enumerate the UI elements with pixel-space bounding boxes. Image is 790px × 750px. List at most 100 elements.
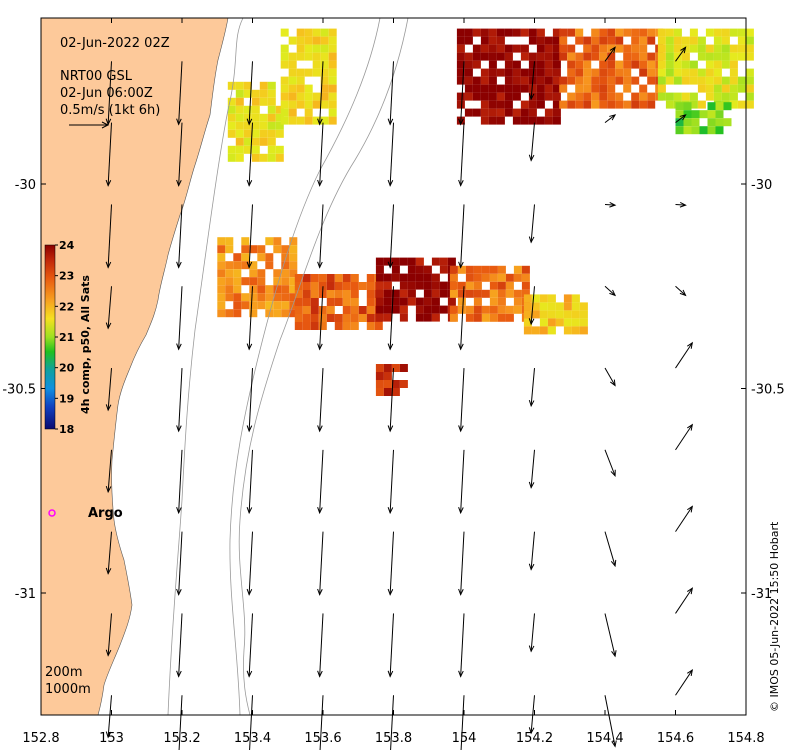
sst-cell xyxy=(504,60,513,69)
sst-cell xyxy=(729,84,738,93)
sst-cell xyxy=(318,282,327,290)
sst-cell xyxy=(591,36,600,45)
sst-cell xyxy=(243,121,252,130)
current-vector xyxy=(246,613,253,678)
sst-cell xyxy=(456,36,465,45)
sst-cell xyxy=(713,52,722,61)
sst-cell xyxy=(366,306,375,314)
sst-cell xyxy=(320,60,329,69)
sst-cell xyxy=(249,261,258,270)
sst-cell xyxy=(599,52,608,61)
sst-cell xyxy=(599,76,608,85)
sst-cell xyxy=(657,52,666,61)
sst-cell xyxy=(489,265,498,274)
sst-cell xyxy=(555,302,564,311)
sst-cell xyxy=(391,380,400,388)
sst-cell xyxy=(241,277,250,286)
sst-cell xyxy=(544,36,553,45)
sst-cell xyxy=(259,137,268,146)
sst-cell xyxy=(273,301,282,310)
current-vector xyxy=(390,695,394,750)
sst-cell xyxy=(707,118,716,127)
sst-cell xyxy=(599,68,608,77)
sst-cell xyxy=(505,273,514,282)
sst-cell xyxy=(689,92,698,101)
sst-cell xyxy=(328,84,337,93)
sst-cell xyxy=(241,253,250,262)
sst-cell xyxy=(571,294,580,303)
sst-cell xyxy=(267,153,276,162)
sst-cell xyxy=(439,305,448,314)
sst-cell xyxy=(472,76,481,85)
sst-cell xyxy=(504,84,513,93)
sst-cell xyxy=(431,281,440,290)
sst-cell xyxy=(302,282,311,290)
sst-cell xyxy=(275,153,284,162)
sst-cell xyxy=(280,116,289,125)
sst-cell xyxy=(235,121,244,130)
sst-cell xyxy=(615,44,624,53)
sst-cell xyxy=(683,126,692,135)
sst-cell xyxy=(312,116,321,125)
sst-cell xyxy=(275,121,284,130)
current-vector xyxy=(105,368,112,412)
sst-cell xyxy=(288,52,297,61)
sst-cell xyxy=(472,52,481,61)
sst-cell xyxy=(267,121,276,130)
sst-cell xyxy=(481,289,490,298)
sst-cell xyxy=(280,44,289,53)
current-vector xyxy=(387,61,394,126)
sst-cell xyxy=(497,265,506,274)
sst-cell xyxy=(657,36,666,45)
sst-cell xyxy=(289,277,298,286)
sst-cell xyxy=(464,28,473,37)
current-vector xyxy=(249,695,253,750)
current-vector xyxy=(675,668,694,696)
sst-cell xyxy=(312,92,321,101)
sst-cell xyxy=(328,76,337,85)
sst-cell xyxy=(296,28,305,37)
sst-cell xyxy=(233,277,242,286)
sst-cell xyxy=(423,281,432,290)
sst-cell xyxy=(227,105,236,114)
sst-cell xyxy=(383,297,392,306)
sst-cell xyxy=(665,44,674,53)
sst-cell xyxy=(366,322,375,330)
sst-cell xyxy=(375,364,384,372)
sst-cell xyxy=(320,44,329,53)
sst-cell xyxy=(713,60,722,69)
sst-cell xyxy=(431,289,440,298)
sst-cell xyxy=(225,277,234,286)
sst-cell xyxy=(415,313,424,322)
sst-cell xyxy=(623,100,632,109)
sst-cell xyxy=(464,36,473,45)
sst-cell xyxy=(631,28,640,37)
sst-cell xyxy=(227,129,236,138)
sst-cell xyxy=(366,298,375,306)
sst-cell xyxy=(715,126,724,135)
sst-cell xyxy=(473,305,482,314)
current-vector xyxy=(387,368,394,433)
sst-cell xyxy=(312,52,321,61)
current-vector xyxy=(604,285,617,297)
sst-cell xyxy=(350,274,359,282)
sst-cell xyxy=(615,92,624,101)
sst-cell xyxy=(259,113,268,122)
sst-cell xyxy=(673,60,682,69)
sst-cell xyxy=(399,380,408,388)
contour-label-200m: 200m xyxy=(45,665,82,680)
sst-cell xyxy=(281,253,290,262)
sst-cell xyxy=(721,76,730,85)
sst-cell xyxy=(241,245,250,254)
sst-cell xyxy=(528,100,537,109)
sst-cell xyxy=(689,44,698,53)
sst-cell xyxy=(281,301,290,310)
sst-cell xyxy=(358,306,367,314)
sst-cell xyxy=(579,326,588,335)
sst-cell xyxy=(567,52,576,61)
sst-cell xyxy=(273,245,282,254)
sst-cell xyxy=(555,318,564,327)
contour-200m xyxy=(167,17,244,716)
sst-cell xyxy=(745,76,754,85)
sst-cell xyxy=(544,84,553,93)
